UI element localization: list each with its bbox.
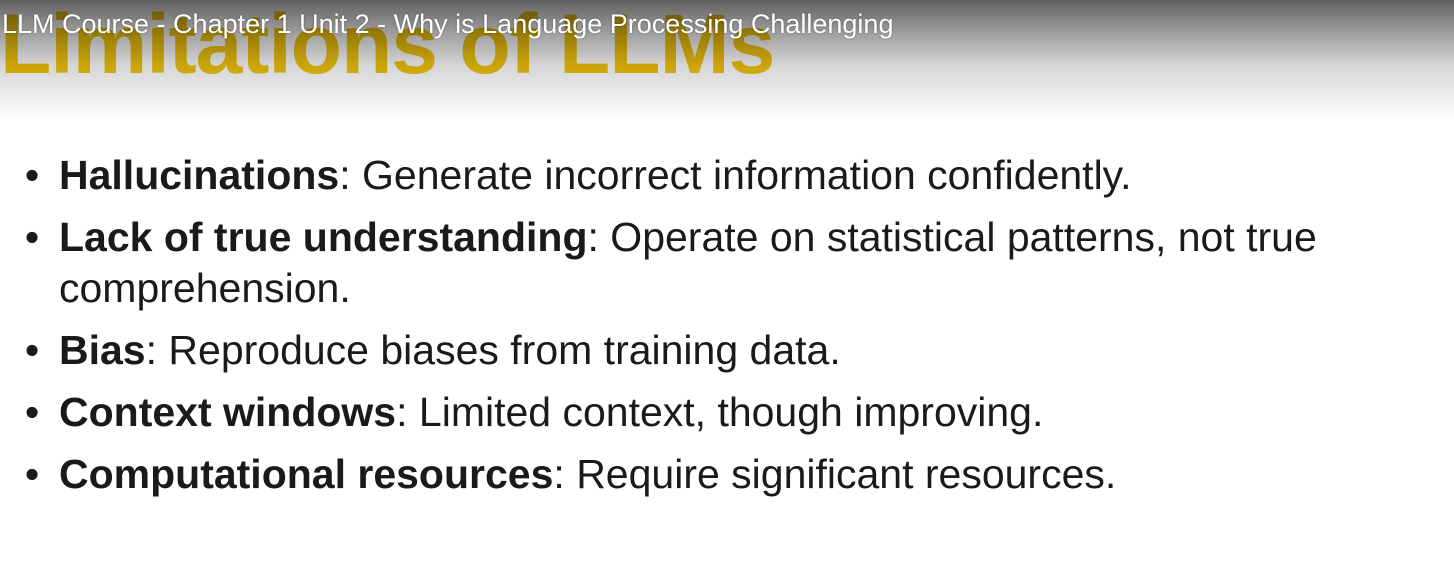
bullet-term: Lack of true understanding: [59, 214, 588, 260]
bullet-separator: :: [587, 214, 599, 260]
bullet-dot-icon: •: [24, 451, 40, 497]
bullet-text: Operate on statistical patterns, not tru…: [59, 214, 1317, 311]
bullet-text: Reproduce biases from training data.: [157, 327, 841, 373]
bullet-separator: :: [145, 327, 158, 373]
bullet-dot-icon: •: [24, 389, 40, 435]
bullet-term: Context windows: [59, 389, 397, 435]
bullet-text: Generate incorrect information confident…: [350, 152, 1132, 198]
video-title-link[interactable]: LLM Course - Chapter 1 Unit 2 - Why is L…: [2, 9, 894, 39]
bullet-term: Computational resources: [59, 451, 554, 497]
bullet-separator: :: [553, 451, 565, 497]
bullet-dot-icon: •: [24, 327, 40, 373]
list-item: • Computational resources: Require signif…: [22, 449, 1442, 500]
bullet-separator: :: [339, 152, 351, 198]
list-item: • Bias: Reproduce biases from training da…: [22, 325, 1442, 376]
bullet-dot-icon: •: [24, 214, 40, 260]
bullet-term: Bias: [59, 327, 146, 373]
bullet-dot-icon: •: [24, 152, 40, 198]
bullet-separator: :: [396, 389, 408, 435]
bullet-list: • Hallucinations: Generate incorrect info…: [22, 150, 1442, 511]
list-item: • Context windows: Limited context, thoug…: [22, 387, 1442, 438]
list-item: • Lack of true understanding: Operate on …: [22, 212, 1442, 314]
bullet-term: Hallucinations: [59, 152, 340, 198]
bullet-text: Require significant resources.: [564, 451, 1117, 497]
list-item: • Hallucinations: Generate incorrect info…: [22, 150, 1442, 201]
bullet-text: Limited context, though improving.: [407, 389, 1044, 435]
